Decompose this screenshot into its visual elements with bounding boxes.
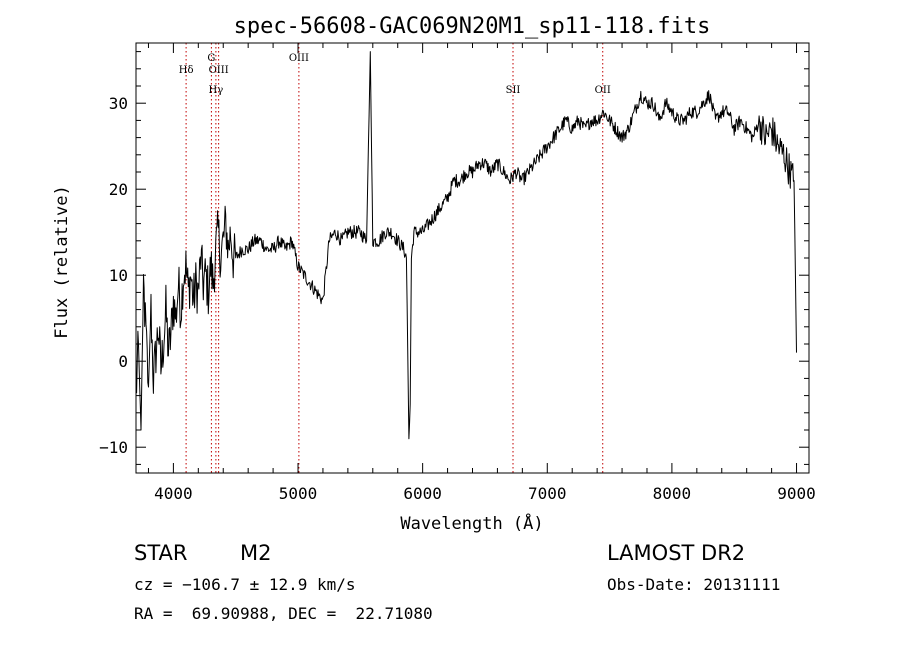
line-label: Hδ [179,65,194,76]
x-tick-label: 8000 [653,484,692,503]
object-type: STAR [134,541,188,565]
x-axis-label: Wavelength (Å) [400,512,543,534]
x-tick-label: 5000 [279,484,318,503]
object-subclass: M2 [240,541,272,565]
y-axis-label: Flux (relative) [52,185,72,339]
y-tick-label: 20 [109,180,128,199]
y-tick-label: −10 [99,438,128,457]
chart-title: spec-56608-GAC069N20M1_sp11-118.fits [234,14,711,39]
line-label: Hγ [209,85,224,96]
line-label: SII [506,85,521,96]
survey-name: LAMOST DR2 [607,541,746,565]
line-label: OIII [209,65,229,76]
plot-frame [135,42,810,474]
y-tick-label: 30 [109,94,128,113]
line-label: OIII [289,53,309,64]
x-tick-label: 6000 [403,484,442,503]
y-tick-label: 10 [109,266,128,285]
x-tick-label: 7000 [528,484,567,503]
line-label: G [207,53,215,64]
y-tick-label: 0 [118,352,128,371]
coordinates: RA = 69.90988, DEC = 22.71080 [134,604,433,623]
x-tick-label: 9000 [777,484,816,503]
spectrum-trace [135,51,797,440]
line-label: OII [595,85,611,96]
observation-date: Obs-Date: 20131111 [607,575,781,594]
x-tick-label: 4000 [154,484,193,503]
radial-velocity: cz = −106.7 ± 12.9 km/s [134,575,356,594]
